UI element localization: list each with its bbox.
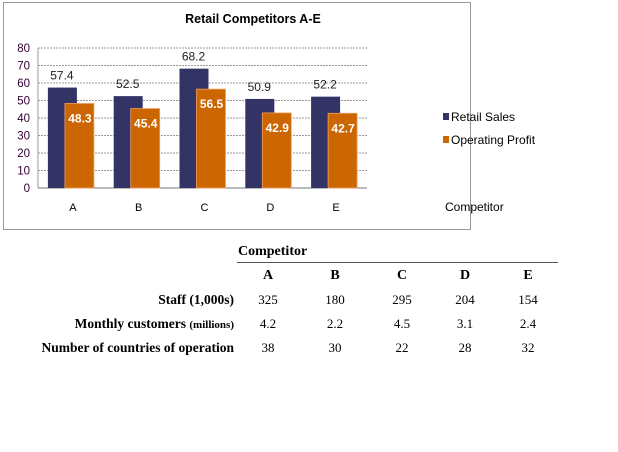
y-tick-label: 80 <box>17 43 30 55</box>
column-header: A <box>262 268 274 283</box>
table-cell: 295 <box>392 292 412 307</box>
table-cell: 2.4 <box>519 316 537 331</box>
y-tick-label: 40 <box>17 113 30 125</box>
row-label: Number of countries of operation <box>42 340 234 356</box>
y-tick-label: 60 <box>17 78 30 90</box>
row-label-text: Staff (1,000s) <box>158 292 234 307</box>
legend-swatch <box>443 136 449 143</box>
table-cell: 38 <box>261 340 275 355</box>
table-cell: 2.2 <box>326 316 344 331</box>
y-tick-label: 30 <box>17 131 30 143</box>
table-cell: 180 <box>325 292 345 307</box>
bar-operating-profit <box>196 88 226 189</box>
data-label-retail-sales: 50.9 <box>248 80 272 94</box>
table-cell: 325 <box>258 292 278 307</box>
bar-operating-profit <box>64 103 95 189</box>
chart-frame <box>3 2 471 230</box>
legend-label: Operating Profit <box>451 133 536 147</box>
table-header-rule <box>237 262 558 263</box>
y-tick-label: 70 <box>17 61 30 73</box>
column-header: D <box>459 268 471 283</box>
data-label-operating-profit: 48.3 <box>68 111 92 125</box>
table-cell: 204 <box>455 292 475 307</box>
table-cell: 4.5 <box>393 316 411 331</box>
x-axis-label: Competitor <box>445 200 504 214</box>
legend-swatch <box>443 113 449 120</box>
data-label-operating-profit: 42.7 <box>331 121 355 135</box>
x-tick-label: C <box>201 202 209 214</box>
data-label-retail-sales: 57.4 <box>50 69 74 83</box>
row-label: Monthly customers (millions) <box>75 316 234 332</box>
data-label-retail-sales: 52.2 <box>313 78 337 92</box>
table-header: Competitor <box>238 244 308 259</box>
y-tick-label: 10 <box>17 166 30 178</box>
data-label-retail-sales: 68.2 <box>182 50 206 64</box>
x-tick-label: E <box>332 202 339 214</box>
bar-operating-profit <box>130 108 161 189</box>
table-cell: 22 <box>395 340 409 355</box>
row-label-text: Monthly customers <box>74 316 190 331</box>
bar-chart: Retail Competitors A-E 0 10 20 30 40 50 60 70 80 A… <box>17 12 536 214</box>
x-tick-label: D <box>266 202 274 214</box>
column-header: E <box>523 268 533 283</box>
bar-operating-profit <box>327 112 358 189</box>
table-cell: 4.2 <box>259 316 277 331</box>
y-tick-label: 50 <box>17 96 30 108</box>
column-header: C <box>396 268 408 283</box>
table-cell: 30 <box>328 340 342 355</box>
data-label-operating-profit: 56.5 <box>200 97 224 111</box>
table-cell: 3.1 <box>456 316 474 331</box>
column-header: B <box>330 268 340 283</box>
bar-operating-profit <box>261 112 292 189</box>
data-label-operating-profit: 45.4 <box>134 117 158 131</box>
data-label-operating-profit: 42.9 <box>266 121 290 135</box>
table-cell: 32 <box>521 340 535 355</box>
x-tick-label: A <box>69 202 77 214</box>
y-tick-label: 0 <box>24 183 30 195</box>
legend-label: Retail Sales <box>451 110 515 124</box>
row-label-text: Number of countries of operation <box>41 340 234 355</box>
table-cell: 154 <box>518 292 538 307</box>
chart-title: Retail Competitors A-E <box>185 12 321 26</box>
x-tick-label: B <box>135 202 142 214</box>
data-label-retail-sales: 52.5 <box>116 77 140 91</box>
row-label: Staff (1,000s) <box>158 292 234 308</box>
table-cell: 28 <box>458 340 472 355</box>
y-tick-label: 20 <box>17 148 30 160</box>
row-label-unit: (millions) <box>189 319 234 331</box>
